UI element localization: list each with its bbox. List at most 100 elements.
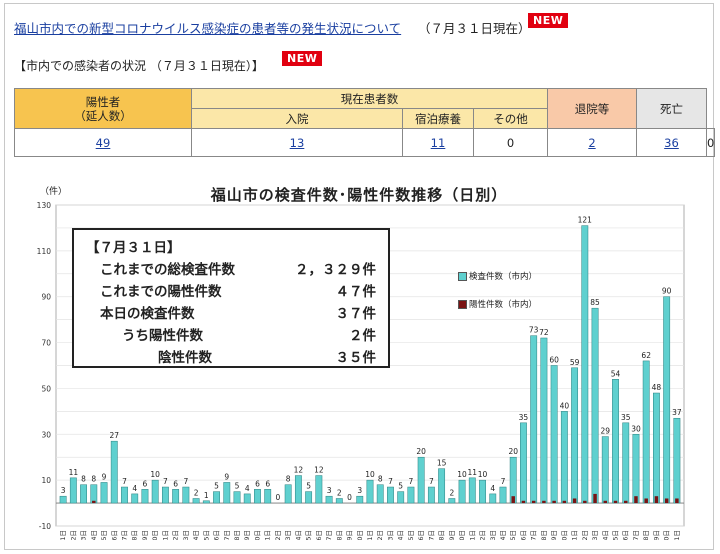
bar-positives bbox=[603, 500, 608, 504]
y-tick-label: 130 bbox=[37, 201, 52, 210]
bar-tests bbox=[530, 335, 538, 504]
bar-positives bbox=[92, 500, 96, 504]
bar-tests bbox=[243, 493, 251, 504]
y-tick-label: -10 bbox=[39, 522, 51, 531]
data-label: 20 bbox=[416, 447, 426, 456]
header-other: その他 bbox=[473, 108, 548, 129]
data-label: 5 bbox=[235, 482, 240, 491]
report-title-link[interactable]: 福山市内での新型コロナウイルス感染症の患者等の発生状況について bbox=[14, 21, 402, 36]
data-label: 20 bbox=[508, 447, 518, 456]
bar-positives bbox=[654, 496, 659, 504]
bar-tests bbox=[387, 486, 394, 504]
data-label: 0 bbox=[276, 493, 281, 502]
x-tick-label: 7月15日 bbox=[509, 530, 517, 540]
bar-tests bbox=[202, 500, 210, 504]
data-label: 7 bbox=[501, 477, 506, 486]
data-label: 40 bbox=[560, 401, 570, 410]
x-tick-label: 7月31日 bbox=[673, 530, 681, 540]
bar-tests bbox=[172, 489, 180, 504]
x-tick-label: 6月1日 bbox=[59, 530, 67, 540]
x-tick-label: 6月24日 bbox=[294, 530, 302, 540]
value-other[interactable]: 2 bbox=[547, 128, 637, 157]
x-tick-label: 7月12日 bbox=[479, 530, 487, 540]
header-deaths: 死亡 bbox=[636, 88, 707, 129]
x-tick-label: 6月29日 bbox=[346, 530, 354, 540]
bar-tests bbox=[550, 365, 558, 504]
x-tick-label: 7月6日 bbox=[417, 530, 425, 540]
bar-tests bbox=[571, 367, 579, 504]
x-tick-label: 6月3日 bbox=[80, 530, 88, 540]
bar-positives bbox=[583, 500, 587, 504]
data-label: 5 bbox=[398, 482, 403, 491]
header-positives: 陽性者 （延人数） bbox=[14, 88, 192, 129]
x-tick-label: 7月14日 bbox=[499, 530, 507, 540]
data-label: 1 bbox=[204, 491, 209, 500]
x-tick-label: 6月15日 bbox=[202, 530, 210, 540]
bar-tests bbox=[622, 422, 630, 504]
x-tick-label: 6月9日 bbox=[141, 530, 149, 540]
x-tick-label: 7月21日 bbox=[571, 530, 579, 540]
bar-tests bbox=[335, 498, 343, 504]
value-hospital[interactable]: 11 bbox=[402, 128, 474, 157]
data-label: 60 bbox=[549, 356, 559, 365]
data-label: 37 bbox=[672, 408, 682, 417]
x-tick-label: 6月10日 bbox=[151, 530, 159, 540]
data-label: 12 bbox=[314, 466, 324, 475]
value-current[interactable]: 13 bbox=[191, 128, 403, 157]
value-positives[interactable]: 49 bbox=[14, 128, 192, 157]
data-label: 35 bbox=[621, 413, 631, 422]
data-label: 4 bbox=[490, 484, 495, 493]
header-current: 現在患者数 bbox=[191, 88, 548, 109]
bar-positives bbox=[623, 500, 628, 504]
data-label: 4 bbox=[132, 484, 137, 493]
bar-tests bbox=[560, 411, 568, 504]
bar-tests bbox=[90, 484, 98, 504]
data-label: 62 bbox=[641, 351, 651, 360]
legend-swatch-tests bbox=[458, 272, 467, 281]
header-discharged: 退院等 bbox=[547, 88, 637, 129]
x-tick-label: 7月10日 bbox=[458, 530, 466, 540]
summary-row-today-positives: うち陽性件数 ２件 bbox=[122, 328, 376, 344]
x-tick-label: 7月13日 bbox=[489, 530, 497, 540]
bar-tests bbox=[540, 337, 548, 504]
x-tick-label: 6月17日 bbox=[223, 530, 231, 540]
bar-tests bbox=[489, 493, 497, 504]
y-tick-label: 90 bbox=[41, 293, 51, 302]
legend-tests: 検査件数（市内） bbox=[458, 270, 537, 282]
data-label: 5 bbox=[214, 482, 219, 491]
cases-table: 陽性者 （延人数） 現在患者数 退院等 死亡 入院 宿泊療養 その他 49 13… bbox=[14, 88, 716, 157]
value-discharged[interactable]: 36 bbox=[636, 128, 707, 157]
summary-box: 【７月３１日】 これまでの総検査件数 ２，３２９件 これまでの陽性件数 ４７件 本日… bbox=[72, 228, 390, 368]
x-tick-label: 7月30日 bbox=[663, 530, 671, 540]
value-hotel: 0 bbox=[473, 128, 548, 157]
bar-tests bbox=[601, 436, 609, 504]
x-tick-label: 6月13日 bbox=[182, 530, 190, 540]
data-label: 9 bbox=[102, 472, 107, 481]
x-tick-label: 7月4日 bbox=[397, 530, 405, 540]
y-tick-label: 30 bbox=[41, 430, 51, 439]
bar-tests bbox=[233, 491, 241, 504]
data-label: 11 bbox=[69, 468, 79, 477]
page-frame bbox=[4, 3, 714, 550]
x-tick-label: 6月27日 bbox=[325, 530, 333, 540]
bar-tests bbox=[80, 484, 87, 504]
data-label: 6 bbox=[173, 479, 178, 488]
bar-tests bbox=[213, 491, 220, 504]
bar-tests bbox=[438, 468, 446, 504]
bar-tests bbox=[315, 475, 323, 504]
bar-tests bbox=[581, 225, 589, 504]
section-new-badge: NEW bbox=[282, 51, 323, 66]
bar-tests bbox=[397, 491, 405, 504]
data-label: 10 bbox=[478, 470, 488, 479]
chart-title: 福山市の検査件数･陽性件数推移（日別） bbox=[210, 186, 508, 204]
bar-positives bbox=[634, 496, 638, 504]
x-tick-label: 6月12日 bbox=[172, 530, 180, 540]
x-tick-label: 7月26日 bbox=[622, 530, 630, 540]
data-label: 7 bbox=[183, 477, 188, 486]
bar-positives bbox=[531, 500, 536, 504]
x-tick-label: 6月20日 bbox=[253, 530, 261, 540]
data-label: 72 bbox=[539, 328, 549, 337]
x-tick-label: 7月7日 bbox=[427, 530, 435, 540]
y-tick-label: 10 bbox=[41, 476, 51, 485]
data-label: 59 bbox=[570, 358, 580, 367]
